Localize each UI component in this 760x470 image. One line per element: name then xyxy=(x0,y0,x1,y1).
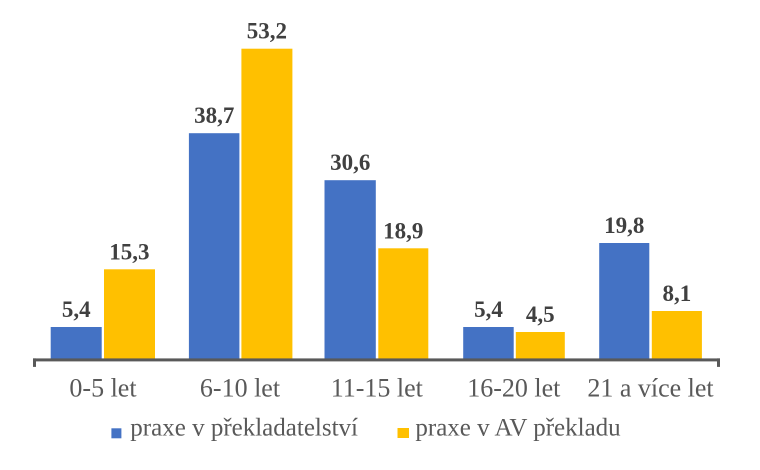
svg-text:5,4: 5,4 xyxy=(62,297,91,322)
svg-text:praxe v AV překladu: praxe v AV překladu xyxy=(415,414,621,441)
svg-text:38,7: 38,7 xyxy=(194,103,234,128)
svg-text:16-20 let: 16-20 let xyxy=(467,374,561,403)
svg-text:6-10 let: 6-10 let xyxy=(200,374,281,403)
svg-text:11-15 let: 11-15 let xyxy=(331,374,424,403)
svg-text:18,9: 18,9 xyxy=(383,218,423,243)
svg-text:0-5 let: 0-5 let xyxy=(69,374,137,403)
svg-text:5,4: 5,4 xyxy=(474,297,503,322)
svg-text:30,6: 30,6 xyxy=(330,150,370,175)
svg-text:4,5: 4,5 xyxy=(526,302,555,327)
svg-text:21 a více let: 21 a více let xyxy=(587,374,714,403)
svg-text:praxe v překladatelství: praxe v překladatelství xyxy=(130,414,358,441)
svg-text:19,8: 19,8 xyxy=(604,213,644,238)
svg-text:8,1: 8,1 xyxy=(663,281,692,306)
svg-text:15,3: 15,3 xyxy=(109,239,149,264)
svg-text:53,2: 53,2 xyxy=(247,19,287,44)
